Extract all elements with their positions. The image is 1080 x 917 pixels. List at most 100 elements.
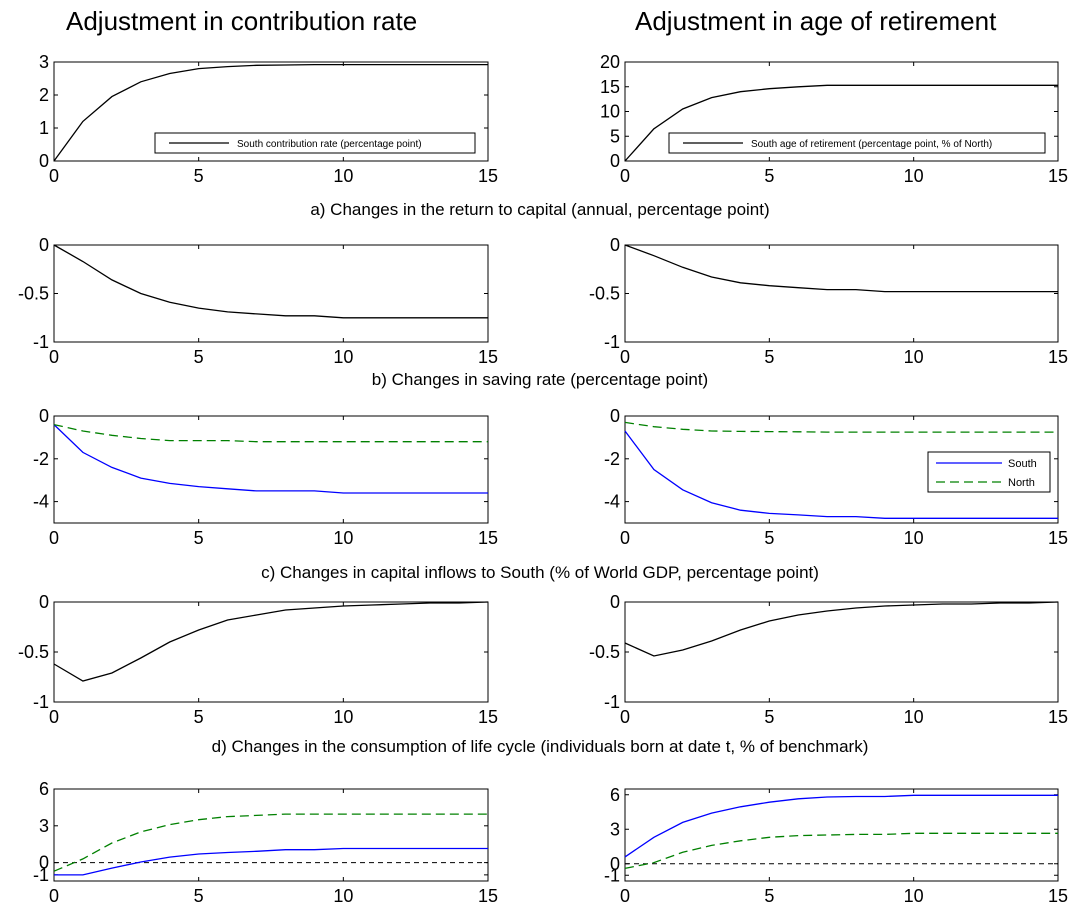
x-tick-label: 0 bbox=[49, 528, 59, 548]
series-line-series0 bbox=[53, 601, 489, 682]
x-tick-label: 10 bbox=[333, 707, 353, 727]
series-line-south bbox=[624, 430, 1058, 519]
y-tick-label: 0 bbox=[39, 592, 49, 612]
y-tick-label: 6 bbox=[610, 785, 620, 805]
x-tick-label: 10 bbox=[904, 886, 924, 906]
x-tick-label: 10 bbox=[333, 347, 353, 367]
legend-label: South contribution rate (percentage poin… bbox=[237, 139, 422, 150]
subplot-r2-c0: 0 5 10 15 0 -2 -4 bbox=[33, 406, 498, 548]
series-line-series1 bbox=[624, 832, 1058, 870]
row-caption-d: d) Changes in the consumption of life cy… bbox=[211, 737, 869, 756]
y-tick-label: -1 bbox=[604, 692, 620, 712]
x-tick-label: 15 bbox=[1048, 707, 1068, 727]
x-tick-label: 5 bbox=[764, 886, 774, 906]
x-tick-label: 10 bbox=[333, 528, 353, 548]
x-tick-label: 5 bbox=[194, 886, 204, 906]
y-tick-label: 3 bbox=[610, 819, 620, 839]
x-tick-label: 0 bbox=[620, 166, 630, 186]
y-tick-label: 0 bbox=[39, 235, 49, 255]
row-caption-c: c) Changes in capital inflows to South (… bbox=[261, 563, 819, 582]
x-tick-label: 0 bbox=[620, 528, 630, 548]
y-tick-label: 3 bbox=[39, 816, 49, 836]
x-tick-label: 15 bbox=[478, 886, 498, 906]
x-tick-label: 15 bbox=[478, 166, 498, 186]
series-line-south bbox=[624, 84, 1058, 162]
series-line-series0 bbox=[624, 601, 1059, 657]
x-tick-label: 10 bbox=[333, 166, 353, 186]
x-tick-label: 15 bbox=[478, 707, 498, 727]
y-tick-label: -1 bbox=[33, 865, 49, 885]
subplot-r1-c0: 0 5 10 15 0 -0.5 -1 bbox=[18, 235, 498, 367]
x-tick-label: 10 bbox=[904, 347, 924, 367]
x-tick-label: 5 bbox=[194, 528, 204, 548]
x-tick-label: 5 bbox=[764, 166, 774, 186]
y-tick-label: -0.5 bbox=[18, 284, 49, 304]
x-tick-label: 5 bbox=[764, 528, 774, 548]
series-line-series0 bbox=[54, 847, 488, 876]
x-tick-label: 0 bbox=[49, 347, 59, 367]
x-tick-label: 15 bbox=[1048, 347, 1068, 367]
y-tick-label: -0.5 bbox=[589, 284, 620, 304]
row-caption-a: a) Changes in the return to capital (ann… bbox=[310, 200, 770, 219]
y-tick-label: -0.5 bbox=[589, 642, 620, 662]
y-tick-label: 0 bbox=[610, 151, 620, 171]
subplot-r3-c1: 0 5 10 15 0 -0.5 -1 bbox=[589, 592, 1068, 727]
y-tick-label: -1 bbox=[604, 332, 620, 352]
legend: South contribution rate (percentage poin… bbox=[154, 132, 476, 154]
legend: South age of retirement (percentage poin… bbox=[668, 132, 1046, 154]
x-tick-label: 5 bbox=[194, 347, 204, 367]
series-line-series0 bbox=[53, 244, 488, 319]
y-tick-label: 0 bbox=[610, 406, 620, 426]
column-title-age-of-retirement: Adjustment in age of retirement bbox=[635, 6, 997, 36]
series-line-series0 bbox=[53, 424, 488, 494]
series-line-series0 bbox=[624, 794, 1058, 858]
x-tick-label: 10 bbox=[904, 528, 924, 548]
y-tick-label: -1 bbox=[33, 332, 49, 352]
y-tick-label: -4 bbox=[33, 492, 49, 512]
y-tick-label: -0.5 bbox=[18, 642, 49, 662]
x-tick-label: 15 bbox=[1048, 528, 1068, 548]
axes-frame bbox=[624, 244, 1059, 343]
subplot-r0-c0: 0 5 10 15 0 1 2 3 South contribution rate (perce… bbox=[39, 52, 498, 186]
x-tick-label: 10 bbox=[904, 166, 924, 186]
legend-box bbox=[154, 132, 476, 154]
y-tick-label: 6 bbox=[39, 779, 49, 799]
y-tick-label: -4 bbox=[604, 492, 620, 512]
y-tick-label: -2 bbox=[33, 449, 49, 469]
y-tick-label: 0 bbox=[39, 151, 49, 171]
y-tick-label: 0 bbox=[39, 853, 49, 873]
row-caption-b: b) Changes in saving rate (percentage po… bbox=[371, 370, 709, 389]
axes-frame bbox=[624, 601, 1059, 703]
y-tick-label: 15 bbox=[600, 77, 620, 97]
x-tick-label: 15 bbox=[478, 347, 498, 367]
legend-label-north: North bbox=[1008, 477, 1035, 489]
y-tick-label: 5 bbox=[610, 126, 620, 146]
x-tick-label: 5 bbox=[194, 707, 204, 727]
x-tick-label: 0 bbox=[49, 886, 59, 906]
subplot-r4-c1: 0 5 10 15 6 3 0-1 bbox=[604, 785, 1068, 906]
axes-frame bbox=[624, 788, 1059, 882]
x-tick-label: 5 bbox=[764, 347, 774, 367]
legend: South North bbox=[927, 451, 1051, 493]
subplot-r2-c1: 0 5 10 15 0 -2 -4 South North bbox=[604, 406, 1068, 548]
x-tick-label: 0 bbox=[49, 707, 59, 727]
y-tick-label: 0 bbox=[610, 235, 620, 255]
legend-box bbox=[668, 132, 1046, 154]
x-tick-label: 15 bbox=[478, 528, 498, 548]
x-tick-label: 15 bbox=[1048, 886, 1068, 906]
axes-frame bbox=[53, 601, 489, 703]
x-tick-label: 10 bbox=[333, 886, 353, 906]
x-tick-label: 5 bbox=[194, 166, 204, 186]
x-tick-label: 0 bbox=[49, 166, 59, 186]
series-line-series1 bbox=[53, 423, 488, 443]
series-line-south bbox=[53, 63, 488, 162]
legend-label-south: South bbox=[1008, 458, 1037, 470]
subplot-r1-c1: 0 5 10 15 0 -0.5 -1 bbox=[589, 235, 1068, 367]
y-tick-label: -1 bbox=[33, 692, 49, 712]
series-line-north bbox=[624, 421, 1058, 433]
x-tick-label: 0 bbox=[620, 886, 630, 906]
series-line-series1 bbox=[53, 813, 488, 872]
